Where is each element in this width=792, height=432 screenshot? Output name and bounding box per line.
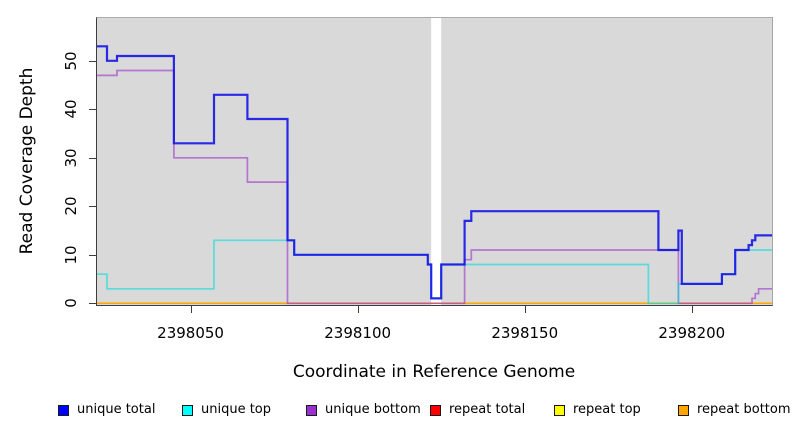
y-tick-label: 0 bbox=[62, 298, 80, 309]
y-tick bbox=[89, 60, 96, 62]
legend-swatch-unique-bottom bbox=[306, 404, 317, 416]
plot-panel bbox=[96, 17, 773, 306]
x-tick-label: 2398050 bbox=[157, 324, 224, 342]
y-tick-label: 10 bbox=[62, 245, 80, 265]
legend-item-unique-bottom: unique bottom bbox=[306, 403, 421, 417]
x-axis-title: Coordinate in Reference Genome bbox=[292, 362, 576, 382]
x-tick-label: 2398200 bbox=[658, 324, 726, 342]
coverage-step-lines bbox=[97, 18, 772, 305]
y-axis-title: Read Coverage Depth bbox=[17, 67, 37, 255]
legend-label: repeat bottom bbox=[697, 402, 791, 417]
legend-swatch-unique-top bbox=[182, 404, 193, 416]
y-tick bbox=[89, 303, 96, 305]
legend-item-unique-total: unique total bbox=[58, 403, 155, 417]
x-tick bbox=[691, 306, 693, 313]
legend-item-repeat-total: repeat total bbox=[430, 403, 525, 417]
legend-swatch-repeat-top bbox=[554, 404, 565, 416]
x-tick bbox=[357, 306, 359, 313]
legend-item-unique-top: unique top bbox=[182, 403, 271, 417]
legend-label: unique top bbox=[201, 402, 272, 417]
x-tick-label: 2398150 bbox=[491, 324, 559, 342]
series-line-unique-total bbox=[97, 45, 772, 300]
y-tick bbox=[89, 109, 96, 111]
legend-label: unique bottom bbox=[325, 402, 421, 417]
y-tick bbox=[89, 157, 96, 159]
y-tick-label: 40 bbox=[62, 99, 80, 119]
legend-swatch-unique-total bbox=[58, 404, 69, 416]
x-tick bbox=[190, 306, 192, 313]
y-tick-label: 30 bbox=[62, 148, 80, 168]
y-tick bbox=[89, 206, 96, 208]
coverage-gap-band bbox=[431, 18, 442, 305]
legend-item-repeat-bottom: repeat bottom bbox=[678, 403, 791, 417]
legend-swatch-repeat-total bbox=[430, 404, 441, 416]
x-tick bbox=[524, 306, 526, 313]
legend-label: repeat top bbox=[573, 402, 641, 417]
legend-item-repeat-top: repeat top bbox=[554, 403, 641, 417]
legend-label: repeat total bbox=[449, 402, 526, 417]
y-tick-label: 20 bbox=[62, 196, 80, 216]
legend-swatch-repeat-bottom bbox=[678, 404, 689, 416]
x-tick-label: 2398100 bbox=[324, 324, 392, 342]
legend-label: unique total bbox=[77, 402, 156, 417]
y-tick bbox=[89, 254, 96, 256]
y-tick-label: 50 bbox=[62, 51, 80, 71]
